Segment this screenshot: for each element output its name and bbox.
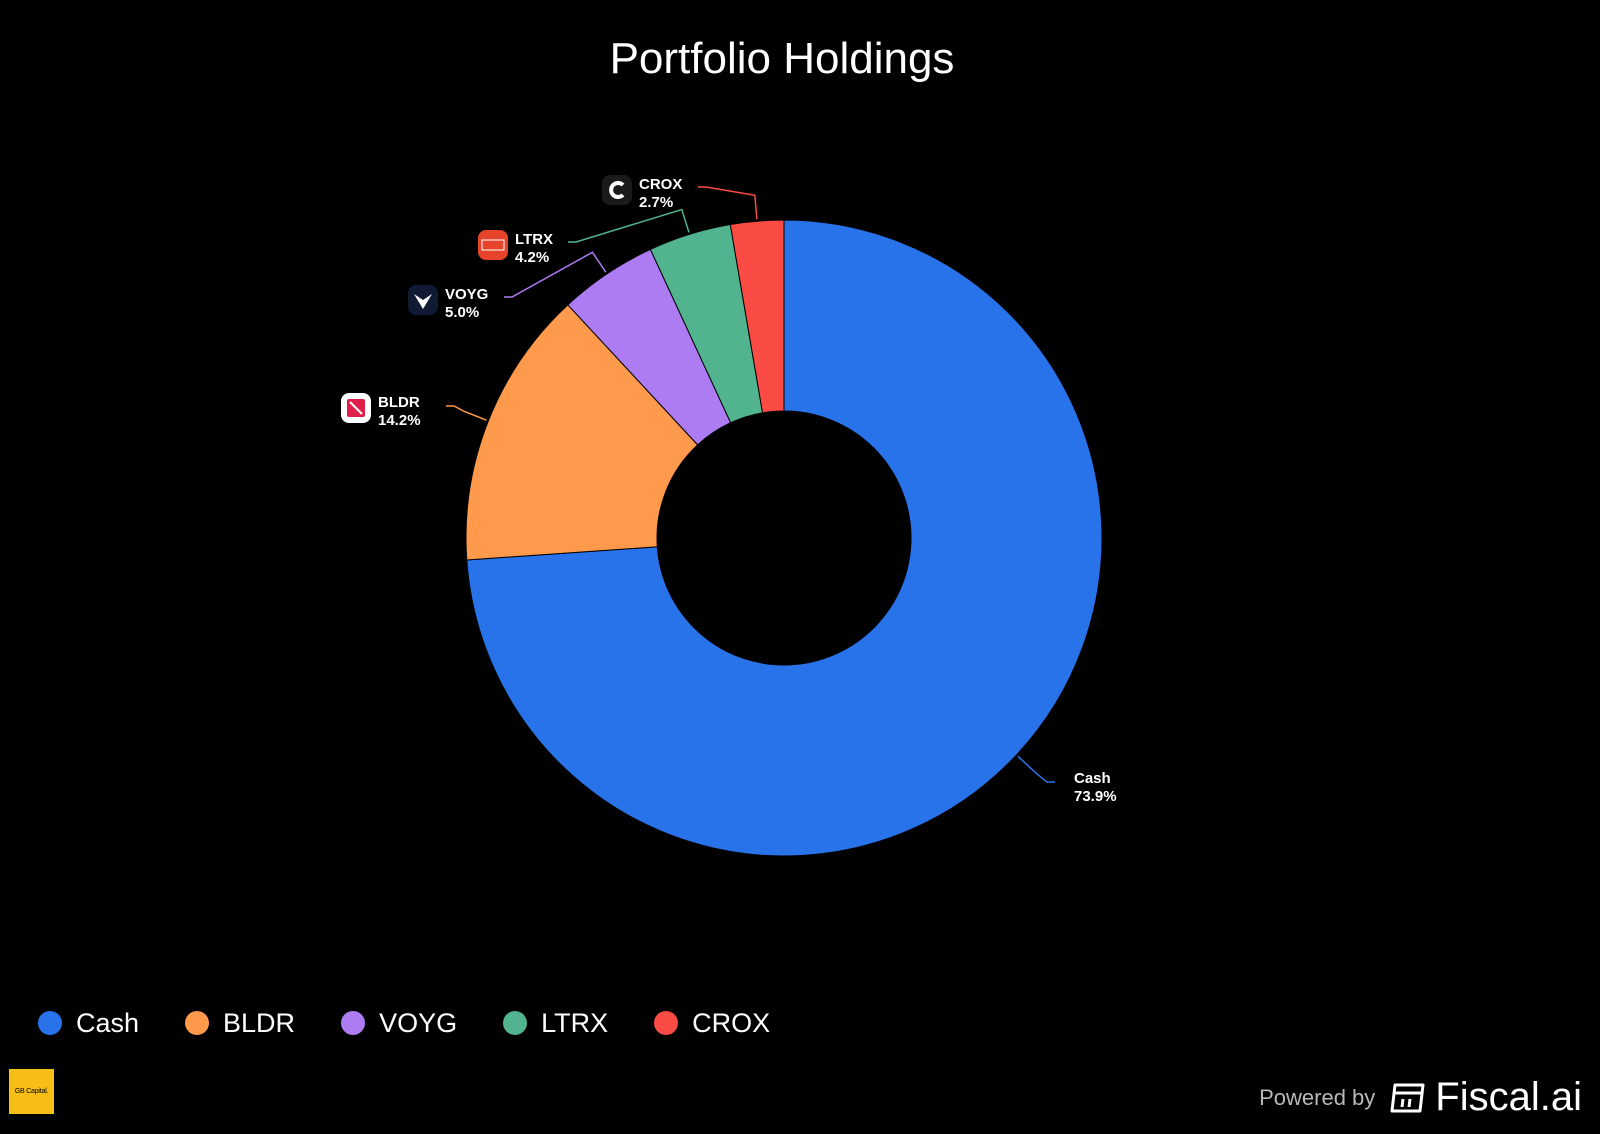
slice-label-crox: CROX [639, 176, 682, 193]
fiscal-logo-icon [1390, 1083, 1425, 1112]
legend-label: VOYG [379, 1007, 458, 1038]
logo-mark [481, 239, 505, 251]
ltrx-logo-icon [478, 230, 508, 260]
logo-mark [414, 294, 432, 309]
legend-label: Cash [76, 1007, 140, 1038]
bldr-logo-icon [341, 393, 371, 423]
legend-item-crox[interactable]: CROX [654, 1008, 770, 1039]
chart-title: Portfolio Holdings [609, 34, 955, 83]
legend-label: CROX [692, 1007, 771, 1038]
leader-line-crox [698, 186, 758, 220]
slice-value-cash: 73.9% [1074, 788, 1117, 805]
legend-item-voyg[interactable]: VOYG [341, 1008, 457, 1039]
brand-logo: GB Capital. [9, 1069, 54, 1114]
slice-cash [466, 219, 1103, 857]
leader-line-cash [1017, 755, 1055, 783]
leader-line-bldr [446, 405, 487, 421]
leader-line-ltrx [568, 208, 690, 243]
fiscal-brand-name: Fiscal.ai [1435, 1075, 1582, 1119]
legend-swatch [654, 1011, 679, 1035]
logo-mark [609, 181, 625, 199]
leader-line-voyg [504, 251, 607, 298]
powered-by-text: Powered by [1259, 1084, 1376, 1110]
slice-bldr [465, 304, 699, 561]
logo-mark-line [349, 401, 363, 415]
slice-label-cash: Cash [1074, 770, 1111, 787]
slice-label-voyg: VOYG [445, 286, 488, 303]
powered-by-badge: Powered by Fiscal.ai [1259, 1075, 1582, 1120]
slice-value-voyg: 5.0% [445, 304, 479, 321]
brand-logo-text: GB Capital. [14, 1088, 49, 1095]
slice-label-ltrx: LTRX [515, 231, 553, 248]
slice-value-crox: 2.7% [639, 194, 673, 211]
legend-label: LTRX [541, 1007, 609, 1038]
legend-swatch [503, 1011, 528, 1035]
logo-badge [478, 230, 508, 260]
chart-legend: Cash BLDR VOYG LTRX CROX [38, 1005, 816, 1041]
slice-label-bldr: BLDR [378, 394, 420, 411]
slice-value-ltrx: 4.2% [515, 249, 549, 266]
legend-label: BLDR [223, 1007, 296, 1038]
voyg-logo-icon [408, 285, 438, 315]
legend-item-ltrx[interactable]: LTRX [503, 1008, 608, 1039]
legend-item-cash[interactable]: Cash [38, 1008, 139, 1039]
legend-swatch [341, 1011, 366, 1035]
legend-item-bldr[interactable]: BLDR [185, 1008, 295, 1039]
legend-swatch [38, 1011, 62, 1035]
slice-value-bldr: 14.2% [378, 412, 421, 429]
legend-swatch [185, 1011, 210, 1035]
slice-crox [729, 219, 785, 414]
crox-logo-icon [602, 175, 632, 205]
logo-badge [602, 175, 632, 205]
